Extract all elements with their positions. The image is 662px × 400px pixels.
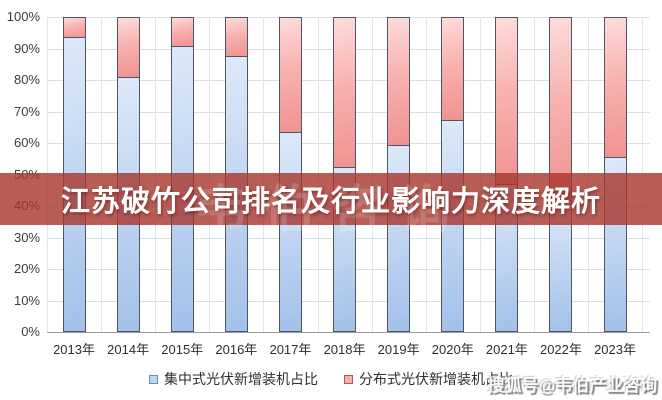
x-axis-label: 2016年 xyxy=(215,342,258,357)
bar-segment-distributed xyxy=(225,18,247,56)
bar-segment-distributed xyxy=(171,18,193,47)
bar-segment-centralized xyxy=(279,132,301,331)
x-axis-label: 2020年 xyxy=(431,342,474,357)
bar-segment-distributed xyxy=(279,18,301,133)
bar-segment-distributed xyxy=(117,18,139,78)
y-axis-label: 90% xyxy=(13,40,40,56)
y-axis-label: 100% xyxy=(6,9,40,24)
y-axis-label: 0% xyxy=(21,324,40,339)
y-axis-label: 30% xyxy=(13,229,40,245)
x-axis-label: 2017年 xyxy=(269,342,312,357)
legend: 集中式光伏新增装机占比 分布式光伏新增装机占比 xyxy=(0,369,662,389)
legend-item-centralized: 集中式光伏新增装机占比 xyxy=(149,369,318,389)
bar-segment-distributed xyxy=(442,18,464,120)
bar-segment-distributed xyxy=(550,18,572,200)
watermark-bottom-right: 搜狐号@韦伯产业咨询 xyxy=(487,376,657,395)
x-axis-label: 2014年 xyxy=(107,342,150,357)
bar-segment-distributed xyxy=(388,18,410,145)
x-axis-label: 2023年 xyxy=(594,342,636,357)
legend-label-centralized: 集中式光伏新增装机占比 xyxy=(164,371,318,387)
x-axis-label: 2018年 xyxy=(323,342,366,357)
title-banner: 江苏破竹公司排名及行业影响力深度解析 xyxy=(0,173,662,225)
x-axis-label: 2019年 xyxy=(377,342,420,357)
y-axis-label: 80% xyxy=(13,72,40,87)
bar-segment-centralized xyxy=(442,119,464,331)
y-axis-label: 10% xyxy=(13,292,40,308)
x-axis-label: 2022年 xyxy=(539,342,582,357)
y-axis-label: 70% xyxy=(13,103,40,119)
legend-swatch-distributed-icon xyxy=(344,374,353,384)
bar-segment-distributed xyxy=(334,18,356,167)
x-axis-line xyxy=(47,332,650,333)
x-axis-label: 2013年 xyxy=(53,342,95,357)
legend-swatch-centralized-icon xyxy=(149,374,158,384)
x-axis-label: 2021年 xyxy=(485,342,528,357)
y-axis-label: 60% xyxy=(13,135,40,150)
y-axis-label: 20% xyxy=(13,261,40,276)
bar-column-2020年 xyxy=(441,17,465,332)
bar-segment-distributed xyxy=(604,18,626,158)
bar-segment-distributed xyxy=(496,18,518,184)
banner-title: 江苏破竹公司排名及行业影响力深度解析 xyxy=(60,186,601,218)
bar-segment-distributed xyxy=(63,18,85,37)
legend-item-distributed: 分布式光伏新增装机占比 xyxy=(344,369,513,389)
x-axis-label: 2015年 xyxy=(161,342,204,357)
legend-label-distributed: 分布式光伏新增装机占比 xyxy=(359,371,513,387)
